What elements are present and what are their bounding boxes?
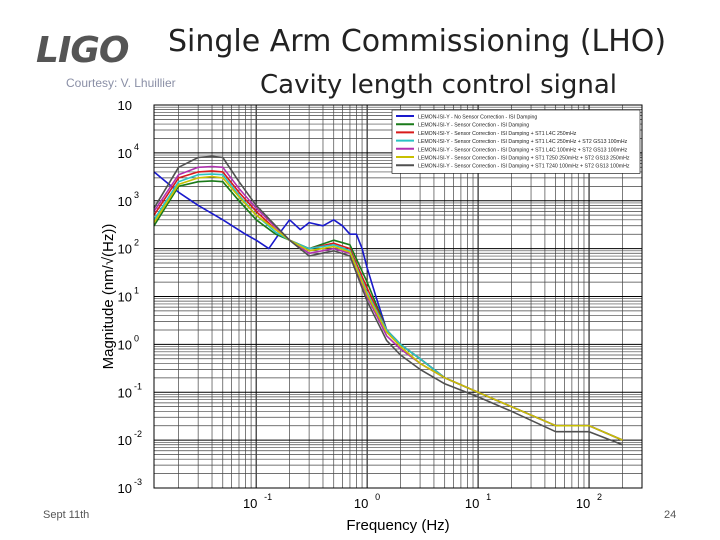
y-tick-exponent: -1: [134, 381, 142, 391]
legend-entry: LEMON-ISI-Y - Sensor Correction - ISI Da…: [418, 131, 577, 137]
y-tick-exponent: 3: [134, 190, 139, 200]
y-tick-label: 10: [118, 242, 132, 257]
legend-entry: LEMON-ISI-Y - Sensor Correction - ISI Da…: [418, 139, 628, 145]
x-tick-exponent: 1: [486, 492, 491, 502]
legend-entry: LEMON-ISI-Y - Sensor Correction - ISI Da…: [418, 123, 529, 129]
x-tick-label: 10: [576, 496, 590, 511]
x-tick-exponent: -1: [264, 492, 272, 502]
x-tick-label: 10: [243, 496, 257, 511]
y-axis-label: Magnitude (nm/√(Hz)): [100, 224, 117, 370]
y-tick-label: 10: [118, 98, 132, 113]
y-tick-exponent: 2: [134, 238, 139, 248]
y-tick-label: 10: [118, 290, 132, 305]
y-tick-label: 10: [118, 194, 132, 209]
y-tick-label: 10: [118, 385, 132, 400]
slide-date: Sept 11th: [43, 509, 90, 521]
legend-entry: LEMON-ISI-Y - Sensor Correction - ISI Da…: [418, 164, 630, 170]
y-tick-exponent: 0: [134, 333, 139, 343]
series-line: [153, 175, 623, 441]
x-tick-label: 10: [354, 496, 368, 511]
legend-entry: LEMON-ISI-Y - Sensor Correction - ISI Da…: [418, 147, 628, 153]
y-tick-label: 10: [118, 481, 132, 496]
legend-entry: LEMON-ISI-Y - Sensor Correction - ISI Da…: [418, 156, 630, 162]
y-tick-exponent: 4: [134, 142, 139, 152]
series-line: [153, 155, 623, 446]
ligo-logo: LIGO: [36, 30, 129, 71]
x-axis-label: Frequency (Hz): [346, 517, 449, 534]
y-tick-label: 10: [118, 146, 132, 161]
slide-subtitle: Cavity length control signal: [260, 70, 617, 100]
y-tick-label: 10: [118, 337, 132, 352]
slide-title: Single Arm Commissioning (LHO): [168, 24, 667, 59]
x-tick-exponent: 0: [375, 492, 380, 502]
plot-frame: [153, 104, 643, 489]
slide-page-number: 24: [664, 509, 677, 521]
y-tick-label: 10: [118, 433, 132, 448]
legend-box: [391, 109, 641, 174]
x-tick-label: 10: [465, 496, 479, 511]
legend-entry: LEMON-ISI-Y - No Sensor Correction - ISI…: [418, 115, 537, 121]
y-tick-exponent: -3: [134, 477, 142, 487]
y-tick-exponent: 1: [134, 286, 139, 296]
y-tick-exponent: -2: [134, 429, 142, 439]
x-tick-exponent: 2: [597, 492, 602, 502]
courtesy-text: Courtesy: V. Lhuillier: [66, 76, 176, 90]
